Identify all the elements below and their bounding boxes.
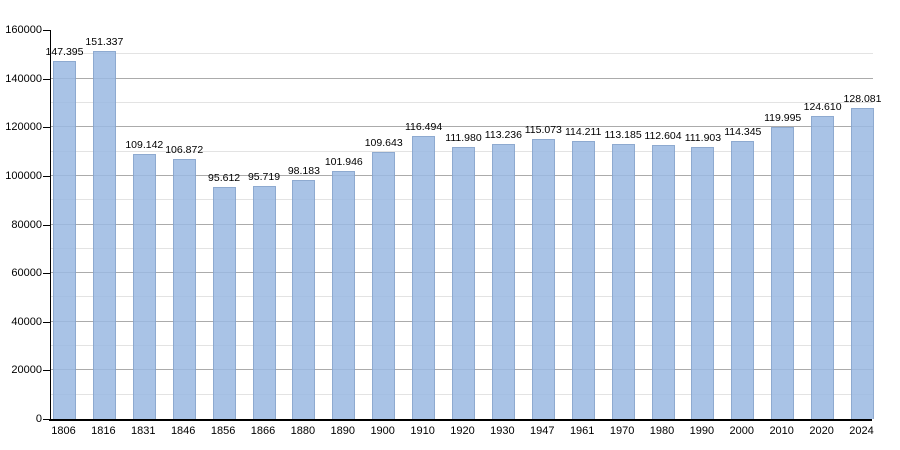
x-tick-label-1831: 1831 — [131, 425, 156, 437]
bar-2000 — [731, 141, 755, 419]
value-label-1806: 147.395 — [45, 45, 84, 58]
value-label-1866: 95.719 — [247, 171, 281, 184]
value-label-1961: 114.211 — [564, 126, 602, 139]
bar-1816 — [92, 51, 116, 419]
y-tick-label-160000: 160000 — [5, 24, 42, 36]
value-label-1831: 109.142 — [125, 138, 164, 151]
y-tick-label-40000: 40000 — [11, 315, 42, 328]
minor-gridline-130000 — [51, 101, 873, 103]
value-label-1910: 116.494 — [405, 120, 443, 133]
y-tick-120000 — [43, 127, 50, 129]
value-label-1990: 111.903 — [684, 131, 722, 144]
x-tick-label-1890: 1890 — [330, 425, 356, 437]
value-label-2020: 124.610 — [803, 101, 842, 114]
bar-1930 — [491, 143, 515, 419]
x-tick-label-1806: 1806 — [51, 425, 76, 437]
minor-gridline-150000 — [51, 53, 873, 55]
bar-1920 — [452, 146, 475, 419]
bar-2024 — [851, 107, 874, 419]
y-tick-100000 — [43, 175, 50, 177]
value-label-1980: 112.604 — [644, 130, 682, 143]
y-tick-label-80000: 80000 — [11, 218, 42, 231]
y-tick-80000 — [43, 224, 50, 226]
y-tick-label-100000: 100000 — [5, 169, 42, 182]
x-axis-line — [49, 419, 872, 421]
x-tick-label-1880: 1880 — [290, 425, 316, 437]
x-tick-label-1980: 1980 — [649, 425, 675, 437]
value-label-1947: 115.073 — [524, 124, 562, 137]
major-gridline-120000 — [51, 126, 873, 128]
x-tick-label-2010: 2010 — [769, 425, 794, 437]
value-label-1816: 151.337 — [85, 36, 124, 49]
x-tick-label-2000: 2000 — [729, 425, 755, 437]
value-label-2000: 114.345 — [724, 126, 762, 138]
bar-1880 — [292, 180, 316, 419]
x-tick-label-1846: 1846 — [170, 425, 196, 437]
bar-1910 — [412, 135, 436, 419]
value-label-1856: 95.612 — [208, 171, 241, 184]
bar-1980 — [651, 145, 675, 419]
bar-1961 — [571, 141, 595, 419]
x-tick-label-1990: 1990 — [689, 425, 715, 437]
bar-1866 — [252, 186, 276, 419]
value-label-1846: 106.872 — [165, 144, 204, 157]
y-tick-label-120000: 120000 — [5, 121, 42, 134]
x-tick-label-1856: 1856 — [210, 425, 236, 437]
x-tick-label-1910: 1910 — [410, 425, 435, 437]
bar-2020 — [811, 116, 835, 419]
bar-1806 — [53, 60, 76, 419]
value-label-2010: 119.995 — [764, 112, 802, 125]
x-tick-label-1961: 1961 — [569, 425, 595, 437]
value-label-1880: 98.183 — [287, 165, 320, 178]
x-tick-label-1947: 1947 — [530, 425, 555, 437]
bar-1900 — [372, 152, 396, 419]
y-tick-label-0: 0 — [35, 413, 42, 425]
x-tick-label-1920: 1920 — [450, 425, 475, 437]
bar-1990 — [691, 146, 715, 419]
x-tick-label-1816: 1816 — [91, 425, 116, 437]
plot-area: 147.395 151.337 109.142 106.872 95.612 95.719… — [46, 30, 881, 419]
value-label-1930: 113.236 — [484, 128, 522, 141]
x-tick-label-2020: 2020 — [809, 425, 834, 437]
value-label-1890: 101.946 — [324, 156, 363, 169]
bar-1970 — [611, 143, 635, 419]
bar-2010 — [771, 127, 795, 419]
y-tick-20000 — [43, 370, 50, 372]
y-tick-40000 — [43, 321, 50, 323]
x-tick-label-2024: 2024 — [849, 425, 874, 437]
bar-1890 — [332, 171, 356, 419]
bar-1947 — [531, 139, 555, 419]
y-tick-160000 — [43, 30, 50, 31]
x-tick-label-1866: 1866 — [250, 425, 276, 437]
bar-1856 — [212, 186, 236, 419]
value-label-1920: 111.980 — [445, 131, 482, 144]
value-label-1900: 109.643 — [364, 137, 403, 150]
bar-1846 — [172, 159, 196, 419]
value-label-1970: 113.185 — [604, 128, 642, 141]
x-tick-label-1970: 1970 — [609, 425, 635, 437]
value-label-2024: 128.081 — [843, 92, 882, 105]
x-tick-label-1900: 1900 — [370, 425, 395, 437]
major-gridline-140000 — [51, 77, 873, 79]
y-tick-60000 — [43, 273, 50, 275]
y-tick-label-60000: 60000 — [11, 267, 42, 280]
y-tick-label-20000: 20000 — [11, 364, 42, 377]
x-tick-label-1930: 1930 — [490, 425, 515, 437]
bar-1831 — [132, 153, 156, 419]
y-tick-140000 — [43, 78, 50, 80]
y-tick-label-140000: 140000 — [5, 72, 42, 85]
y-tick-0 — [43, 419, 50, 420]
